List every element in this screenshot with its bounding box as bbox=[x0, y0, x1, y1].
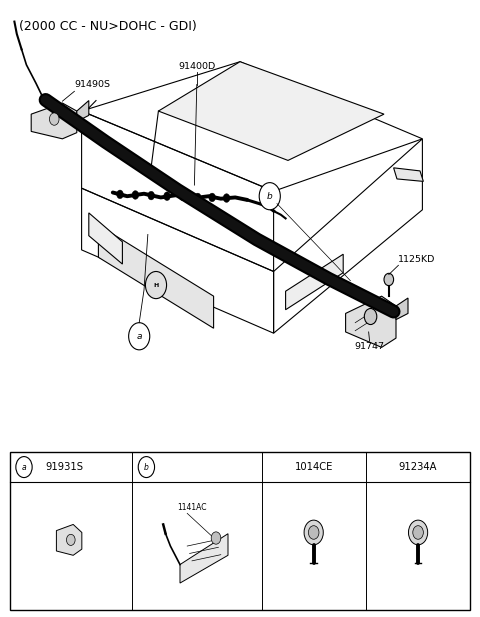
Polygon shape bbox=[89, 213, 122, 264]
Text: H: H bbox=[154, 283, 158, 288]
Text: 91400D: 91400D bbox=[178, 62, 216, 71]
Text: a: a bbox=[22, 463, 26, 471]
Circle shape bbox=[194, 193, 201, 202]
Polygon shape bbox=[31, 103, 77, 139]
Circle shape bbox=[16, 457, 32, 478]
Circle shape bbox=[164, 192, 170, 201]
Circle shape bbox=[129, 323, 150, 350]
Circle shape bbox=[413, 526, 423, 539]
Text: b: b bbox=[144, 463, 149, 471]
Circle shape bbox=[132, 191, 139, 199]
Circle shape bbox=[117, 190, 123, 199]
Polygon shape bbox=[57, 524, 82, 555]
Circle shape bbox=[309, 526, 319, 539]
Circle shape bbox=[209, 193, 216, 202]
Polygon shape bbox=[396, 298, 408, 320]
Text: 91234A: 91234A bbox=[399, 462, 437, 472]
Text: 1014CE: 1014CE bbox=[295, 462, 333, 472]
Circle shape bbox=[259, 183, 280, 210]
Circle shape bbox=[145, 271, 167, 299]
Polygon shape bbox=[394, 168, 423, 181]
Polygon shape bbox=[180, 534, 228, 583]
Circle shape bbox=[49, 113, 59, 125]
Circle shape bbox=[138, 457, 155, 478]
Text: b: b bbox=[267, 192, 273, 201]
Circle shape bbox=[408, 520, 428, 545]
Circle shape bbox=[223, 194, 230, 202]
Polygon shape bbox=[158, 62, 384, 160]
Circle shape bbox=[148, 191, 155, 200]
Text: 1125KD: 1125KD bbox=[398, 255, 436, 264]
Circle shape bbox=[364, 308, 377, 325]
Polygon shape bbox=[98, 225, 214, 328]
Circle shape bbox=[179, 192, 186, 201]
Circle shape bbox=[384, 273, 394, 286]
Text: 91490S: 91490S bbox=[74, 80, 110, 89]
Text: a: a bbox=[136, 332, 142, 341]
Polygon shape bbox=[77, 101, 89, 122]
Circle shape bbox=[304, 520, 324, 545]
Text: (2000 CC - NU>DOHC - GDI): (2000 CC - NU>DOHC - GDI) bbox=[19, 20, 197, 33]
Circle shape bbox=[67, 534, 75, 545]
Polygon shape bbox=[286, 254, 343, 310]
Circle shape bbox=[211, 532, 221, 544]
Polygon shape bbox=[346, 296, 396, 347]
Text: 91747: 91747 bbox=[355, 342, 384, 352]
Text: 91931S: 91931S bbox=[46, 462, 84, 472]
Text: 1141AC: 1141AC bbox=[178, 503, 207, 512]
